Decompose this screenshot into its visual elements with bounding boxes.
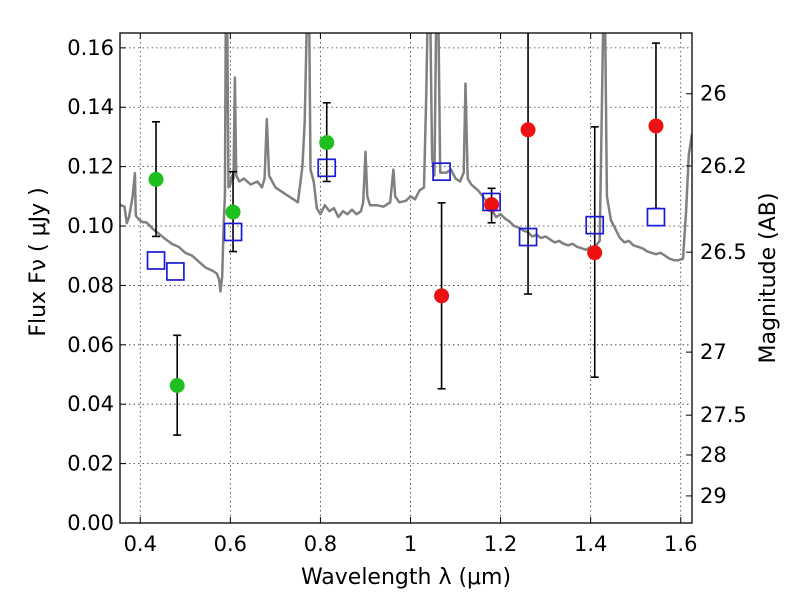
- y-tick-label: 0.14: [67, 95, 114, 119]
- red-data-point: [520, 122, 536, 138]
- red-data-point: [434, 288, 450, 304]
- tick-layer: 0.4 0.6 0.8 1 1.2 1.4 1.6 0.00 0.02 0.04 0.06 0.08 0…: [67, 33, 747, 556]
- red-data-point: [484, 197, 500, 213]
- y-tick-label: 0.16: [67, 36, 114, 60]
- model-flux-square: [646, 207, 666, 227]
- y-axis-label: Flux Fν ( μJy ): [26, 187, 51, 336]
- red-data-point: [648, 118, 664, 134]
- model-flux-square: [166, 262, 185, 281]
- green-data-point: [225, 204, 241, 220]
- x-tick-label: 1.6: [664, 532, 697, 556]
- right-tick-label: 29: [700, 484, 727, 508]
- y-tick-label: 0.00: [67, 511, 114, 535]
- model-flux-square: [432, 162, 451, 182]
- plot-area: [120, 33, 692, 436]
- x-tick-label: 1.2: [484, 532, 517, 556]
- plot-frame: [119, 32, 693, 524]
- right-tick-label: 26: [700, 82, 727, 106]
- marker-layer: [146, 118, 666, 394]
- x-tick-label: 1.4: [574, 532, 607, 556]
- right-tick-label: 27.5: [700, 403, 747, 427]
- x-tick-label: 1: [404, 532, 417, 556]
- y-tick-label: 0.10: [67, 214, 114, 238]
- y-tick-label: 0.06: [67, 333, 114, 357]
- right-tick-label: 26.5: [700, 240, 747, 264]
- y-tick-label: 0.08: [67, 273, 114, 297]
- model-flux-square: [482, 192, 501, 212]
- y-tick-label: 0.04: [67, 392, 114, 416]
- model-flux-square: [146, 251, 166, 270]
- model-flux-square: [317, 158, 337, 178]
- red-data-point: [587, 245, 603, 261]
- right-tick-label: 27: [700, 340, 727, 364]
- green-data-point: [319, 135, 335, 151]
- x-axis-label: Wavelength λ (μm): [301, 565, 511, 590]
- green-data-point: [148, 171, 164, 187]
- x-tick-label: 0.4: [124, 532, 157, 556]
- right-tick-label: 26.2: [700, 154, 747, 178]
- x-tick-label: 0.6: [214, 532, 247, 556]
- model-flux-square: [585, 215, 605, 235]
- green-data-point: [169, 378, 185, 394]
- right-axis-label: Magnitude (AB): [756, 193, 781, 364]
- model-flux-square: [518, 227, 538, 247]
- model-flux-square: [223, 222, 243, 242]
- x-tick-label: 0.8: [304, 532, 337, 556]
- y-tick-label: 0.12: [67, 155, 114, 179]
- model-spectrum-layer: [120, 33, 692, 293]
- right-tick-label: 28: [700, 443, 727, 467]
- model-spectrum-line: [120, 33, 692, 293]
- y-tick-label: 0.02: [67, 452, 114, 476]
